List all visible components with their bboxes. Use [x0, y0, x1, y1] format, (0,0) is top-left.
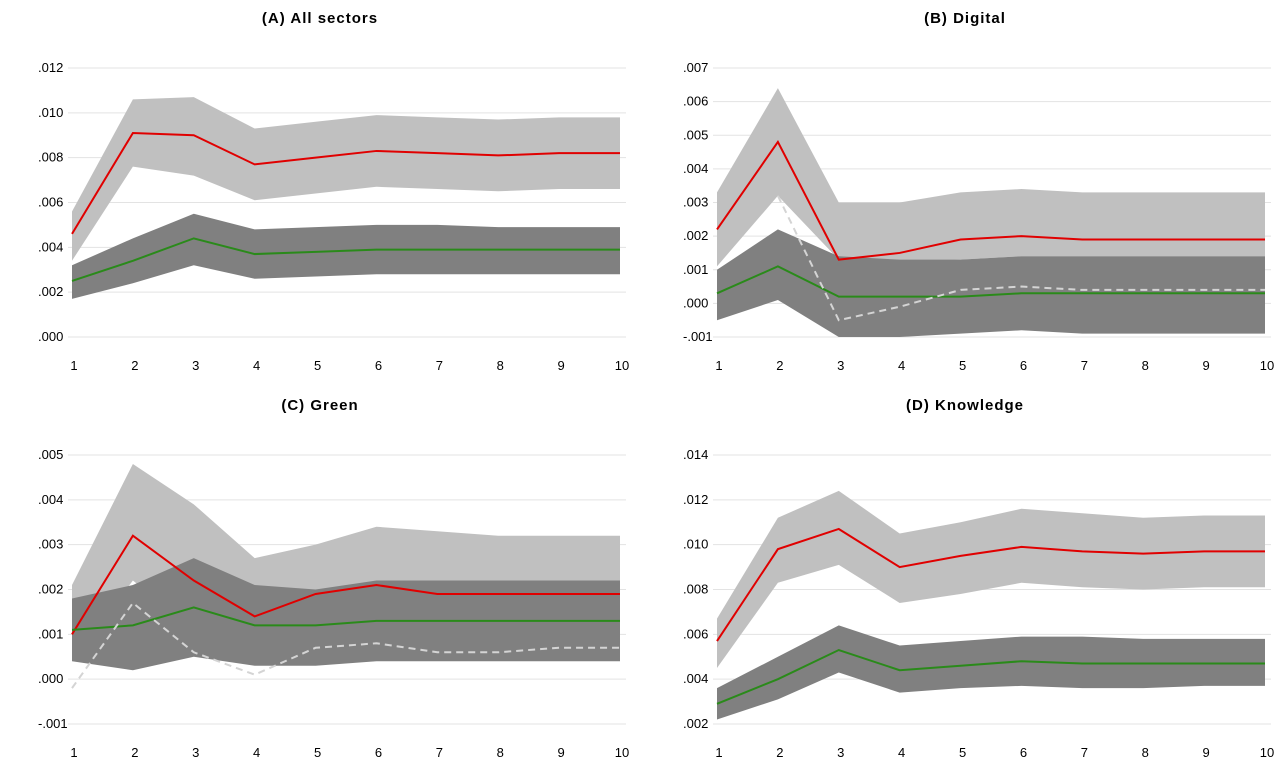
outer-confidence-band [717, 88, 1265, 267]
inner-confidence-band [717, 625, 1265, 720]
panel-d: (D) Knowledge .002.004.006.008.010.012.0… [645, 387, 1285, 774]
x-tick-label: 9 [557, 358, 564, 373]
red-series-line [71, 131, 620, 235]
x-tick-label: 4 [253, 745, 260, 760]
green-series-line [71, 237, 620, 282]
y-tick-label: .005 [38, 447, 63, 462]
green-series-line [71, 606, 620, 631]
x-tick-label: 1 [70, 745, 77, 760]
y-tick-label: .000 [683, 295, 708, 310]
panel-a: (A) All sectors .000 .002 .004 .006 .008 .010… [0, 0, 640, 387]
x-tick-label: 9 [1202, 358, 1209, 373]
x-tick-label: 2 [776, 358, 783, 373]
x-tick-label: 3 [837, 745, 844, 760]
x-tick-label: 5 [959, 358, 966, 373]
green-series-line [716, 265, 1265, 298]
y-tick-label: .001 [38, 626, 63, 641]
chart-d: .002 .004 .006 .008 .010 .012 .014 1 2 3 4 5 6 7 8 9 10 [683, 447, 1274, 760]
x-tick-label: 8 [1142, 745, 1149, 760]
y-tick-label: -.001 [683, 329, 713, 344]
x-tick-label: 8 [497, 745, 504, 760]
x-tick-label: 7 [436, 358, 443, 373]
inner-confidence-band [717, 229, 1265, 337]
x-tick-label: 9 [557, 745, 564, 760]
x-tick-label: 7 [436, 745, 443, 760]
red-series-line [716, 527, 1265, 642]
outer-confidence-band [717, 490, 1265, 668]
panel-title: (C) Green [281, 397, 359, 414]
panel-c: (C) Green -.001 .000 .001 .002 .003 .004 .005 1… [0, 387, 640, 774]
y-tick-label: .000 [38, 329, 63, 344]
y-tick-label: .005 [683, 127, 708, 142]
x-tick-label: 3 [192, 358, 199, 373]
y-tick-label: .008 [38, 150, 63, 165]
y-tick-label: .012 [683, 492, 708, 507]
chart-a: .000 .002 .004 .006 .008 .010 .012 1 2 3 4 5 6 7 8 9 10 [38, 60, 629, 373]
panel-title: (A) All sectors [261, 10, 379, 27]
green-series-line [716, 648, 1265, 705]
y-tick-label: .007 [683, 60, 708, 75]
inner-confidence-band [72, 558, 620, 671]
y-tick-label: .002 [683, 716, 708, 731]
panel-b: (B) Digital -.001 .000 .001 .002 .003 .004 .00… [645, 0, 1285, 387]
x-tick-label: 9 [1202, 745, 1209, 760]
chart-b: -.001 .000 .001 .002 .003 .004 .005 .006 .007 1 2 3… [683, 60, 1274, 373]
red-series-line [71, 534, 620, 635]
y-tick-label: -.001 [38, 716, 68, 731]
y-tick-label: .003 [683, 195, 708, 210]
x-tick-label: 4 [898, 358, 905, 373]
x-tick-label: 7 [1081, 745, 1088, 760]
y-tick-label: .002 [38, 284, 63, 299]
dashed-series-line [71, 601, 620, 689]
x-tick-label: 10 [1260, 358, 1274, 373]
panel-title: (D) Knowledge [906, 397, 1024, 414]
dashed-series-line [776, 195, 1265, 322]
y-tick-label: .006 [683, 626, 708, 641]
y-tick-label: .010 [38, 105, 63, 120]
x-tick-label: 7 [1081, 358, 1088, 373]
y-tick-label: .004 [683, 671, 708, 686]
y-tick-label: .006 [38, 195, 63, 210]
x-tick-label: 6 [375, 358, 382, 373]
y-tick-label: .004 [38, 492, 63, 507]
x-tick-label: 2 [776, 745, 783, 760]
x-tick-label: 4 [253, 358, 260, 373]
x-tick-label: 5 [314, 745, 321, 760]
inner-confidence-band [72, 213, 620, 299]
x-tick-label: 10 [1260, 745, 1274, 760]
x-tick-label: 1 [70, 358, 77, 373]
x-tick-label: 1 [715, 358, 722, 373]
x-tick-label: 8 [497, 358, 504, 373]
panel-title: (B) Digital [924, 10, 1006, 27]
x-tick-label: 5 [314, 358, 321, 373]
y-tick-label: .003 [38, 537, 63, 552]
x-tick-label: 6 [1020, 745, 1027, 760]
y-tick-label: .002 [38, 582, 63, 597]
x-tick-label: 10 [615, 358, 629, 373]
y-tick-label: .008 [683, 582, 708, 597]
y-tick-label: .004 [38, 239, 63, 254]
x-tick-label: 3 [192, 745, 199, 760]
y-tick-label: .004 [683, 161, 708, 176]
y-tick-label: .012 [38, 60, 63, 75]
y-tick-label: .010 [683, 537, 708, 552]
x-tick-label: 5 [959, 745, 966, 760]
x-tick-label: 10 [615, 745, 629, 760]
x-tick-label: 8 [1142, 358, 1149, 373]
red-series-line [716, 140, 1265, 261]
outer-confidence-band [72, 97, 620, 261]
x-tick-label: 6 [375, 745, 382, 760]
x-tick-label: 4 [898, 745, 905, 760]
y-tick-label: .000 [38, 671, 63, 686]
x-tick-label: 3 [837, 358, 844, 373]
y-tick-label: .014 [683, 447, 708, 462]
x-tick-label: 2 [131, 358, 138, 373]
chart-c: -.001 .000 .001 .002 .003 .004 .005 1 2 3 4 5 6 7 8 9 10 [38, 447, 629, 760]
x-tick-label: 1 [715, 745, 722, 760]
x-tick-label: 2 [131, 745, 138, 760]
y-tick-label: .006 [683, 94, 708, 109]
x-tick-label: 6 [1020, 358, 1027, 373]
y-tick-label: .001 [683, 262, 708, 277]
y-tick-label: .002 [683, 228, 708, 243]
